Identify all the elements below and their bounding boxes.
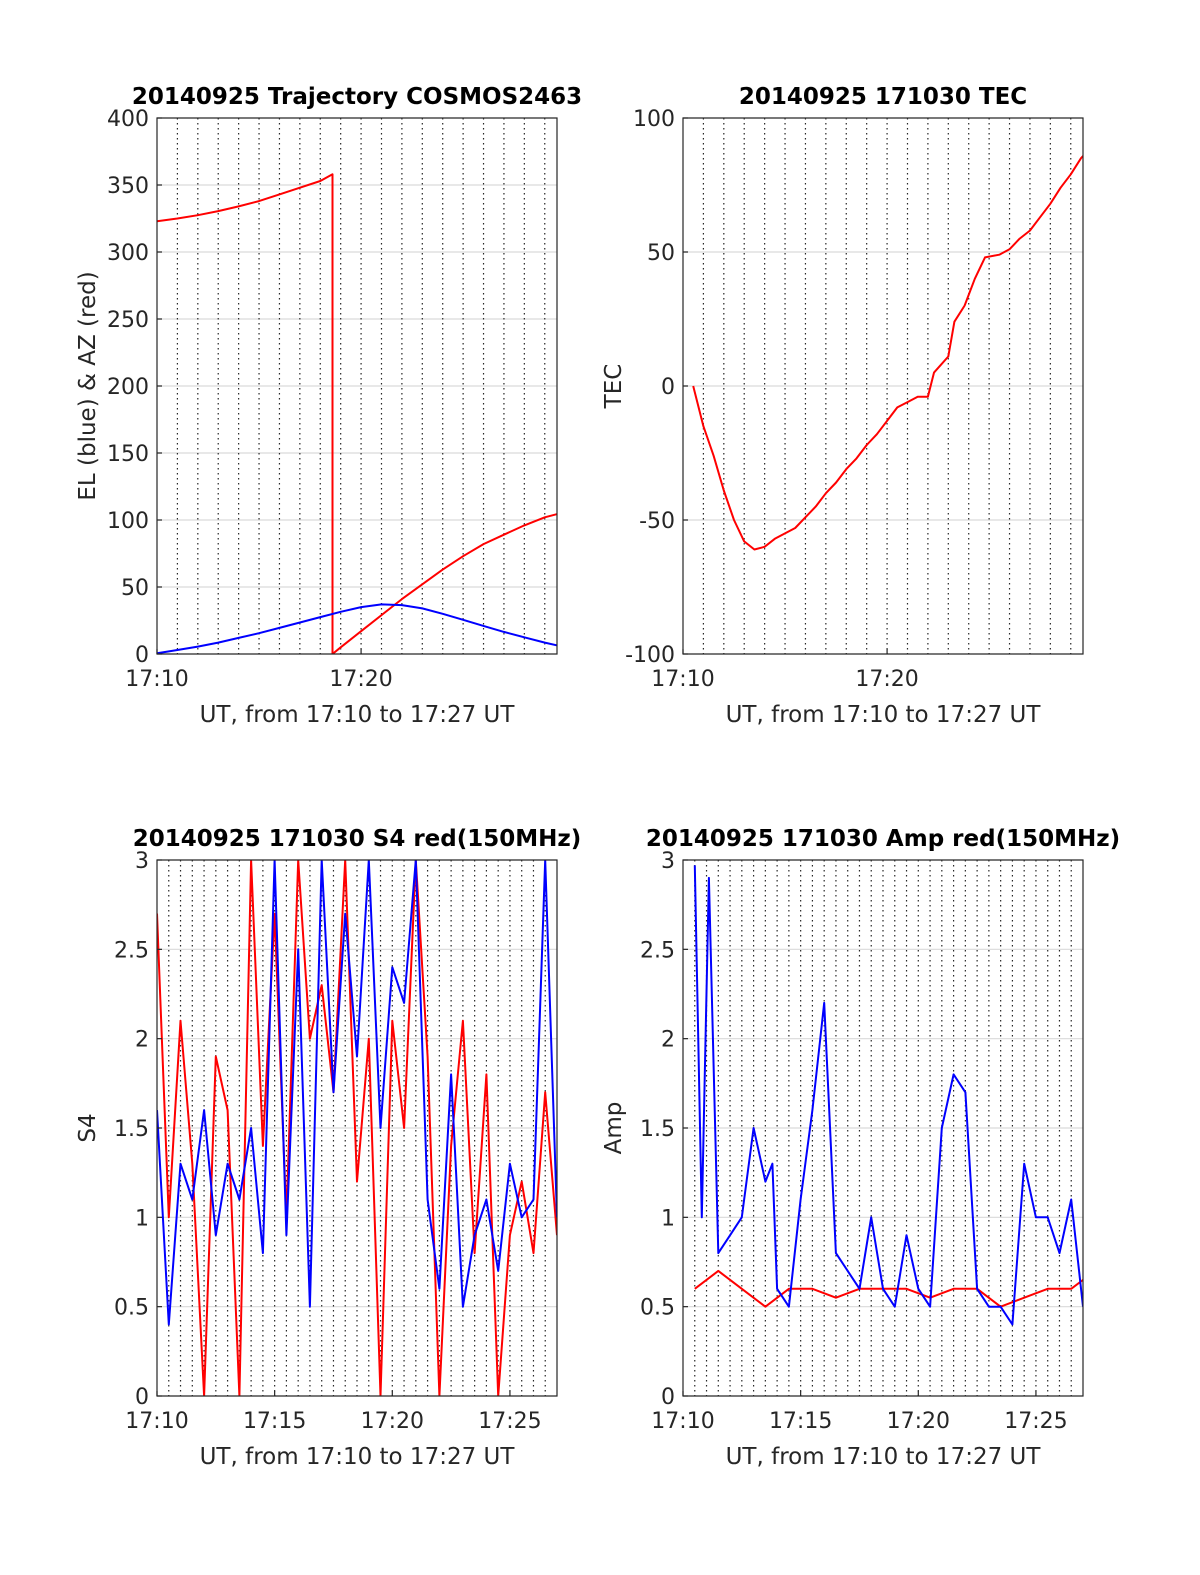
chart-title: 20140925 Trajectory COSMOS2463: [132, 84, 582, 110]
y-tick-label: 0.5: [114, 1296, 149, 1321]
series-line-blue: [157, 603, 557, 654]
y-tick-label: 0: [661, 375, 675, 400]
y-tick-label: 2: [135, 1028, 149, 1053]
x-axis-label: UT, from 17:10 to 17:27 UT: [200, 1444, 516, 1470]
y-tick-label: 2.5: [640, 938, 675, 963]
x-tick-label: 17:10: [651, 667, 714, 692]
y-tick-label: 100: [107, 509, 149, 534]
series-line-blue: [693, 865, 1083, 1326]
y-tick-label: 200: [107, 375, 149, 400]
y-tick-label: 1.5: [640, 1117, 675, 1142]
x-axis-label: UT, from 17:10 to 17:27 UT: [726, 702, 1042, 728]
y-tick-label: 2: [661, 1028, 675, 1053]
y-axis-label: TEC: [601, 364, 627, 410]
series-line-red: [694, 1269, 1083, 1308]
x-tick-label: 17:20: [855, 667, 918, 692]
x-axis-label: UT, from 17:10 to 17:27 UT: [200, 702, 516, 728]
y-tick-label: 400: [107, 107, 149, 132]
y-tick-label: 150: [107, 442, 149, 467]
y-axis-label: Amp: [601, 1102, 627, 1155]
y-tick-label: 100: [633, 107, 675, 132]
y-tick-label: 0: [661, 1385, 675, 1410]
y-tick-label: 3: [135, 849, 149, 874]
series-line-blue: [157, 860, 557, 1326]
y-tick-label: 300: [107, 241, 149, 266]
y-tick-label: 1: [661, 1206, 675, 1231]
chart-panel-s4: 0 0.5 1 1.5 2 2.5 3 17:10 17:15 17:20 17:25 2014092…: [75, 826, 581, 1470]
chart-title: 20140925 171030 Amp red(150MHz): [646, 826, 1120, 852]
y-tick-label: -50: [639, 509, 675, 534]
series-group: [157, 860, 557, 1396]
y-tick-label: 350: [107, 174, 149, 199]
y-tick-label: 250: [107, 308, 149, 333]
x-axis-label: UT, from 17:10 to 17:27 UT: [726, 1444, 1042, 1470]
x-tick-label: 17:15: [243, 1409, 306, 1434]
chart-title: 20140925 171030 S4 red(150MHz): [133, 826, 582, 852]
chart-panel-trajectory: 0 50 100 150 200 250 300 350 400 17:10 17:20 201409…: [75, 84, 582, 728]
chart-panel-amp: 0 0.5 1 1.5 2 2.5 3 17:10 17:15 17:20 17:25 2014092…: [601, 826, 1120, 1470]
y-tick-label: 1: [135, 1206, 149, 1231]
y-tick-label: 3: [661, 849, 675, 874]
x-tick-label: 17:20: [887, 1409, 950, 1434]
series-group: [692, 154, 1083, 551]
x-tick-label: 17:25: [1004, 1409, 1067, 1434]
y-tick-label: 0: [135, 643, 149, 668]
series-line-red: [157, 173, 557, 654]
x-tick-label: 17:10: [125, 1409, 188, 1434]
y-tick-label: 0: [135, 1385, 149, 1410]
x-tick-label: 17:10: [125, 667, 188, 692]
series-group: [157, 173, 557, 654]
x-tick-label: 17:25: [478, 1409, 541, 1434]
chart-panel-tec: -100 -50 0 50 100 17:10 17:20 20140925 171030 T…: [601, 84, 1084, 728]
y-axis-label: S4: [75, 1113, 101, 1142]
series-group: [693, 865, 1083, 1326]
y-axis-label: EL (blue) & AZ (red): [75, 271, 101, 500]
y-tick-label: 50: [647, 241, 675, 266]
x-tick-label: 17:20: [329, 667, 392, 692]
y-tick-label: 50: [121, 576, 149, 601]
chart-title: 20140925 171030 TEC: [739, 84, 1027, 110]
x-tick-label: 17:10: [651, 1409, 714, 1434]
y-tick-label: 0.5: [640, 1296, 675, 1321]
series-line-red: [692, 154, 1083, 551]
y-tick-label: -100: [625, 643, 675, 668]
series-line-red: [157, 860, 557, 1396]
y-tick-label: 1.5: [114, 1117, 149, 1142]
x-tick-label: 17:15: [769, 1409, 832, 1434]
y-tick-label: 2.5: [114, 938, 149, 963]
x-tick-label: 17:20: [361, 1409, 424, 1434]
